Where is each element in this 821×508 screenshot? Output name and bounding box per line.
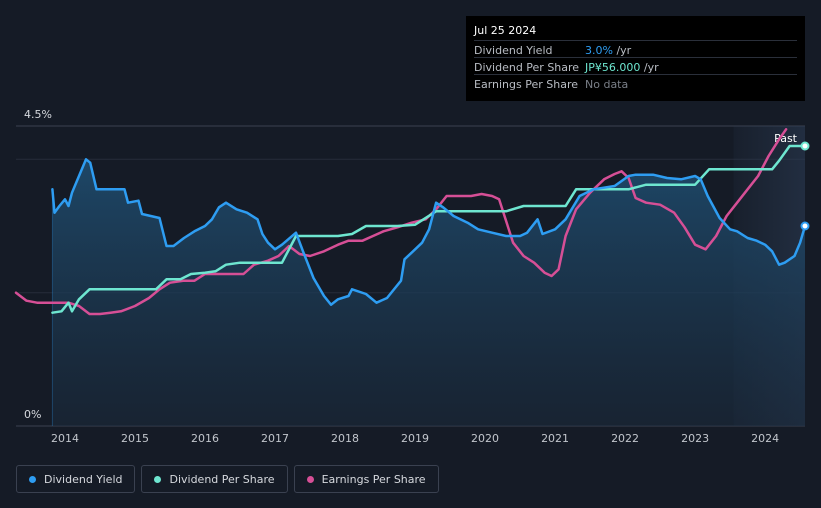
tooltip-row-dividend-per-share: Dividend Per Share JP¥56.000 /yr xyxy=(474,57,797,75)
x-tick-label: 2022 xyxy=(611,432,639,445)
dividend-per-share-line xyxy=(51,144,807,314)
tooltip-row-earnings-per-share: Earnings Per Share No data xyxy=(474,74,797,92)
x-tick-label: 2021 xyxy=(541,432,569,445)
x-tick-label: 2014 xyxy=(51,432,79,445)
tooltip-row-dividend-yield: Dividend Yield 3.0% /yr xyxy=(474,40,797,58)
dot-icon xyxy=(154,475,162,483)
legend-item-dividend-yield[interactable]: Dividend Yield xyxy=(16,465,136,493)
x-tick-label: 2016 xyxy=(191,432,219,445)
x-tick-label: 2024 xyxy=(751,432,779,445)
tooltip-value: JP¥56.000 xyxy=(585,61,641,74)
legend-label: Dividend Yield xyxy=(44,472,123,486)
axis-labels: 4.5% 0% 2014 2015 2016 2017 2018 2019 2020 2021 20… xyxy=(24,108,779,445)
tooltip-panel: Jul 25 2024 Dividend Yield 3.0% /yr Divi… xyxy=(466,16,805,101)
dot-icon xyxy=(306,475,314,483)
legend-item-dividend-per-share[interactable]: Dividend Per Share xyxy=(141,465,288,493)
tooltip-date: Jul 25 2024 xyxy=(474,24,537,37)
x-tick-label: 2020 xyxy=(471,432,499,445)
dividend-yield-area xyxy=(51,159,805,427)
y-tick-label: 4.5% xyxy=(24,108,52,121)
series-lines xyxy=(14,128,810,316)
dividend-yield-fill xyxy=(52,159,805,427)
past-label: Past xyxy=(774,132,798,145)
x-tick-label: 2017 xyxy=(261,432,289,445)
x-tick-label: 2023 xyxy=(681,432,709,445)
y-tick-label: 0% xyxy=(24,408,41,421)
tooltip-value: No data xyxy=(585,78,629,91)
tooltip-label: Dividend Yield xyxy=(474,44,553,57)
legend: Dividend Yield Dividend Per Share Earnin… xyxy=(16,465,439,495)
x-tick-label: 2015 xyxy=(121,432,149,445)
dividend-per-share-end-marker xyxy=(800,141,810,151)
legend-item-earnings-per-share[interactable]: Earnings Per Share xyxy=(293,465,439,493)
dot-icon xyxy=(29,475,36,483)
tooltip-label: Dividend Per Share xyxy=(474,61,580,74)
x-tick-label: 2019 xyxy=(401,432,429,445)
tooltip-value: 3.0% xyxy=(585,44,613,57)
legend-label: Dividend Per Share xyxy=(169,472,275,486)
dividend-yield-line xyxy=(51,158,807,306)
dividend-yield-end-marker xyxy=(800,221,810,231)
x-tick-label: 2018 xyxy=(331,432,359,445)
tooltip-unit: /yr xyxy=(640,61,659,74)
tooltip-unit: /yr xyxy=(612,44,632,57)
legend-label: Earnings Per Share xyxy=(321,472,426,486)
tooltip-label: Earnings Per Share xyxy=(474,78,579,91)
